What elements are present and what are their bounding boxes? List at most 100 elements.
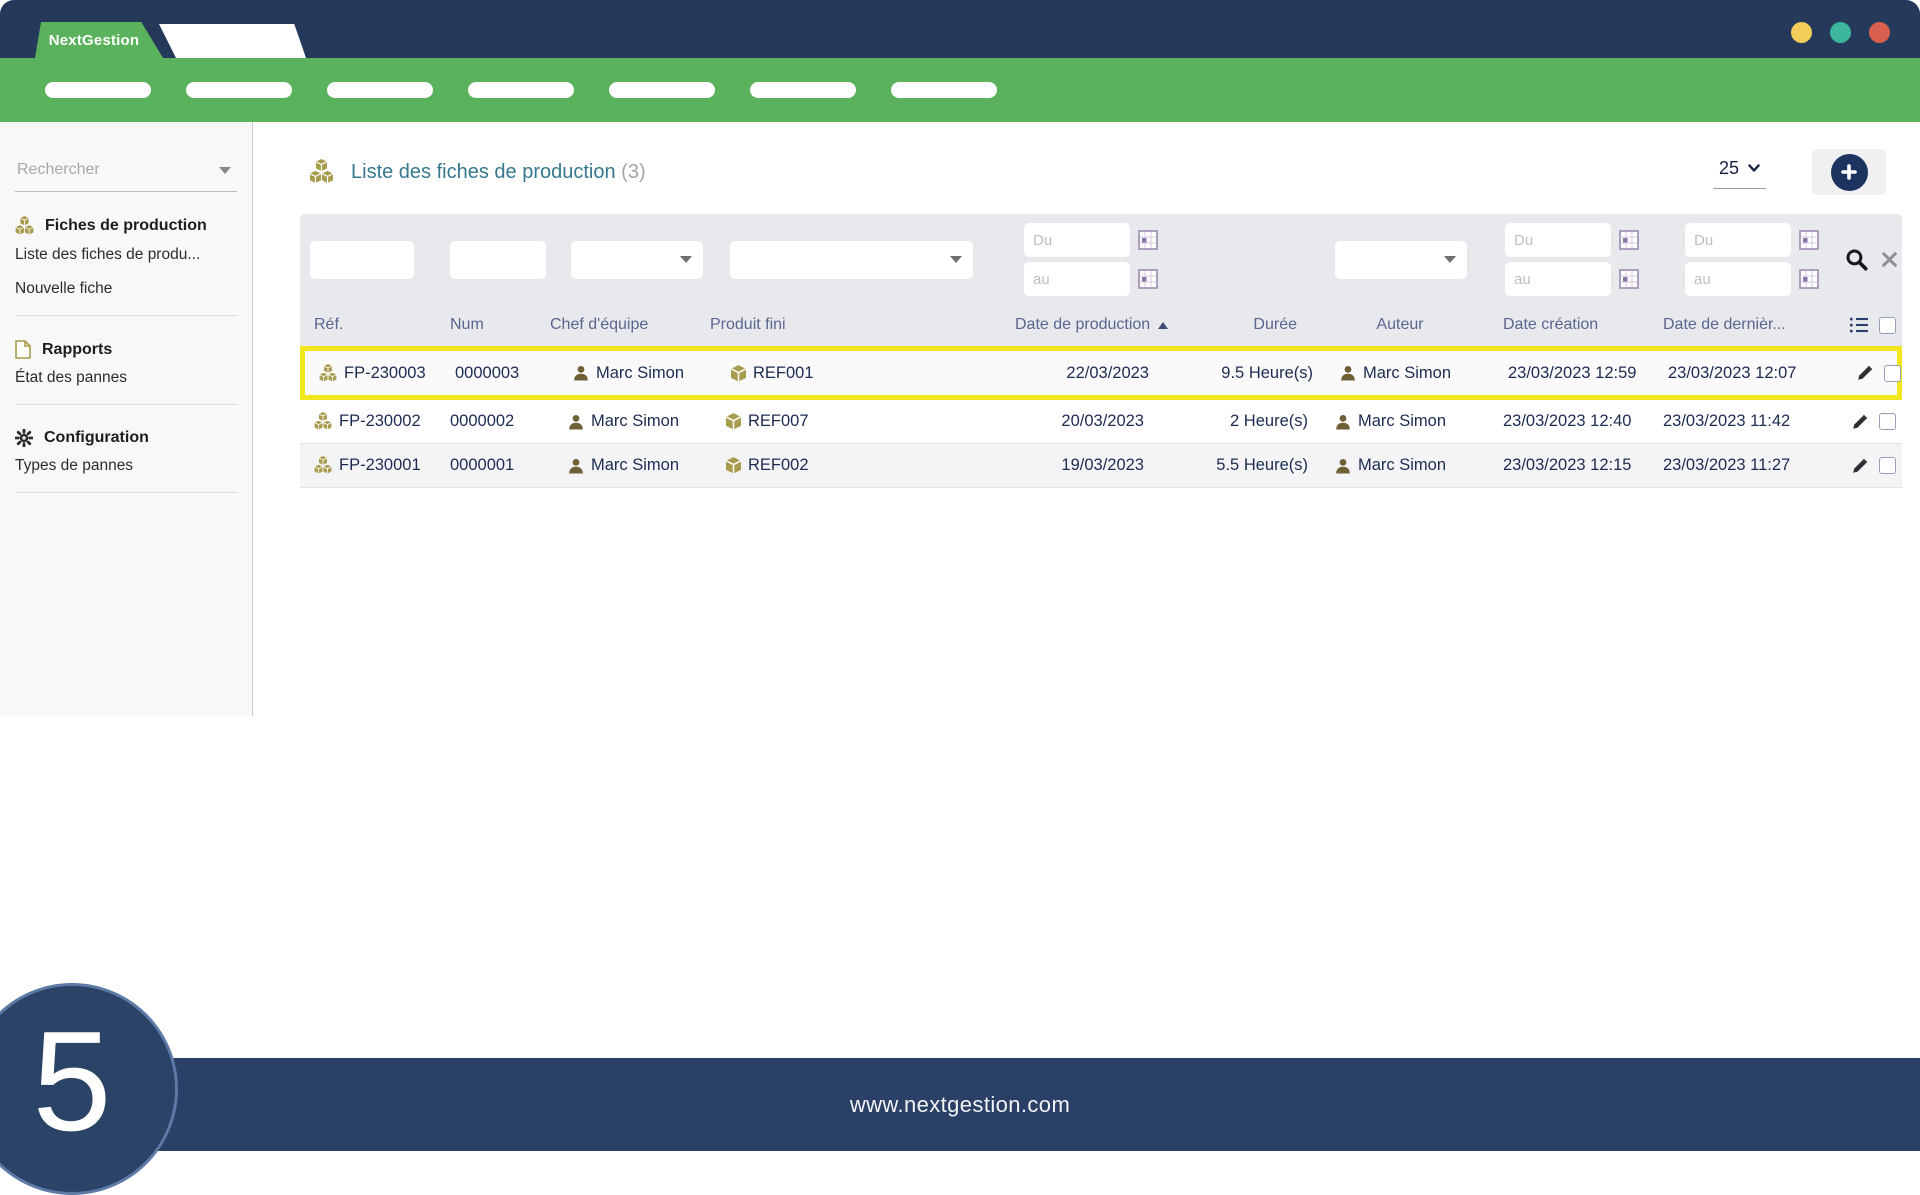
column-header-num[interactable]: Num <box>450 316 484 333</box>
num-filter-input[interactable] <box>450 240 546 279</box>
date-creation-from-input[interactable] <box>1505 223 1611 257</box>
divider <box>15 492 237 493</box>
chef-filter-select[interactable] <box>571 240 703 279</box>
edit-pencil-icon[interactable] <box>1856 364 1874 382</box>
row-checkbox[interactable] <box>1884 364 1901 382</box>
person-icon <box>568 414 584 430</box>
table-row[interactable]: FP-230001 0000001 Marc Simon REF002 19/0… <box>300 444 1902 488</box>
sidebar-item-liste-fiches[interactable]: Liste des fiches de produ... <box>15 246 201 263</box>
person-icon <box>573 365 589 381</box>
production-table: Réf. Num Chef d'équipe Produit fini Date… <box>300 214 1902 488</box>
calendar-icon[interactable] <box>1799 230 1819 250</box>
add-button[interactable] <box>1812 149 1886 195</box>
gear-icon <box>15 429 33 447</box>
sidebar-search-select[interactable]: Rechercher <box>15 152 237 192</box>
chef-cell: Marc Simon <box>596 363 685 382</box>
sidebar-section-title: Rapports <box>42 340 113 358</box>
sidebar-section-title: Configuration <box>44 429 149 446</box>
table-row[interactable]: FP-230002 0000002 Marc Simon REF007 20/0… <box>300 400 1902 444</box>
calendar-icon[interactable] <box>1619 230 1639 250</box>
sidebar-item-etat-pannes[interactable]: État des pannes <box>15 369 128 386</box>
duree-cell: 2 Heure(s) <box>1230 412 1308 430</box>
calendar-icon[interactable] <box>1619 269 1639 289</box>
date-production-from-input[interactable] <box>1024 223 1130 257</box>
sidebar-item-nouvelle-fiche[interactable]: Nouvelle fiche <box>15 280 113 297</box>
calendar-icon[interactable] <box>1799 269 1819 289</box>
column-header-chef[interactable]: Chef d'équipe <box>550 316 649 333</box>
produit-cell[interactable]: REF007 <box>748 412 809 430</box>
person-icon <box>1335 458 1351 474</box>
date-production-cell: 20/03/2023 <box>1061 412 1144 430</box>
produit-filter-select[interactable] <box>730 240 973 279</box>
page-title: Liste des fiches de production (3) <box>351 160 646 183</box>
column-header-duree[interactable]: Durée <box>1253 316 1297 333</box>
calendar-icon[interactable] <box>1138 269 1158 289</box>
column-header-ref[interactable]: Réf. <box>314 316 344 333</box>
column-header-date-creation[interactable]: Date création <box>1503 316 1599 333</box>
search-icon[interactable] <box>1845 248 1868 271</box>
sidebar-section-rapports: Rapports <box>15 338 237 361</box>
cube-icon <box>726 457 741 474</box>
nav-pill[interactable] <box>468 82 574 98</box>
date-modification-to-input[interactable] <box>1685 262 1791 296</box>
ref-cell[interactable]: FP-230003 <box>344 363 426 382</box>
cubes-icon <box>319 364 337 383</box>
date-modification-from-input[interactable] <box>1685 223 1791 257</box>
nav-pill[interactable] <box>750 82 856 98</box>
ref-cell[interactable]: FP-230002 <box>339 412 421 430</box>
date-modification-cell: 23/03/2023 12:07 <box>1668 363 1797 382</box>
table-header-row: Réf. Num Chef d'équipe Produit fini Date… <box>300 304 1902 346</box>
nav-pill[interactable] <box>45 82 151 98</box>
row-checkbox[interactable] <box>1879 457 1896 474</box>
produit-cell[interactable]: REF002 <box>748 456 809 474</box>
main-navbar <box>0 58 1920 122</box>
main-content: Liste des fiches de production (3) 25 <box>253 122 1920 1058</box>
clear-filters-icon[interactable] <box>1881 251 1898 268</box>
person-icon <box>568 458 584 474</box>
plus-icon <box>1830 153 1868 191</box>
sidebar: Rechercher Fiches de production Liste de… <box>0 122 253 716</box>
row-checkbox[interactable] <box>1879 413 1896 430</box>
date-creation-to-input[interactable] <box>1505 262 1611 296</box>
footer-url: www.nextgestion.com <box>849 1091 1071 1117</box>
chef-cell: Marc Simon <box>591 412 680 430</box>
produit-cell[interactable]: REF001 <box>753 363 814 382</box>
nav-pill[interactable] <box>891 82 997 98</box>
nav-pill[interactable] <box>609 82 715 98</box>
person-icon <box>1340 365 1356 381</box>
edit-pencil-icon[interactable] <box>1851 457 1869 475</box>
person-icon <box>1335 414 1351 430</box>
divider <box>15 404 237 405</box>
cubes-icon <box>309 159 334 185</box>
chevron-down-icon <box>219 166 231 174</box>
ref-cell[interactable]: FP-230001 <box>339 456 421 474</box>
brand-tab[interactable]: NextGestion <box>35 22 163 58</box>
list-view-icon[interactable] <box>1849 316 1869 334</box>
column-header-date-modification[interactable]: Date de dernièr... <box>1663 316 1786 333</box>
calendar-icon[interactable] <box>1138 230 1158 250</box>
sidebar-item-types-pannes[interactable]: Types de pannes <box>15 457 134 474</box>
column-header-produit[interactable]: Produit fini <box>710 316 786 333</box>
brand-label: NextGestion <box>48 31 140 49</box>
ref-filter-input[interactable] <box>310 240 414 279</box>
slide-number: 5 <box>32 1002 112 1161</box>
auteur-filter-select[interactable] <box>1335 240 1467 279</box>
date-creation-cell: 23/03/2023 12:40 <box>1503 412 1632 430</box>
red-dot-icon[interactable] <box>1869 22 1890 43</box>
date-production-to-input[interactable] <box>1024 262 1130 296</box>
edit-pencil-icon[interactable] <box>1851 413 1869 431</box>
teal-dot-icon[interactable] <box>1830 22 1851 43</box>
nav-pill[interactable] <box>327 82 433 98</box>
table-row[interactable]: FP-230003 0000003 Marc Simon REF001 22/0… <box>300 346 1902 400</box>
nav-pill[interactable] <box>186 82 292 98</box>
yellow-dot-icon[interactable] <box>1791 22 1812 43</box>
column-header-date-production[interactable]: Date de production <box>1000 316 1170 334</box>
secondary-tab[interactable] <box>159 24 306 58</box>
record-count: (3) <box>621 160 646 183</box>
select-all-checkbox[interactable] <box>1879 316 1896 334</box>
date-creation-cell: 23/03/2023 12:15 <box>1503 456 1632 474</box>
page-size-select[interactable]: 25 <box>1712 156 1766 189</box>
column-header-auteur[interactable]: Auteur <box>1376 316 1424 333</box>
sidebar-section-configuration: Configuration <box>15 427 237 449</box>
auteur-cell: Marc Simon <box>1358 456 1447 474</box>
